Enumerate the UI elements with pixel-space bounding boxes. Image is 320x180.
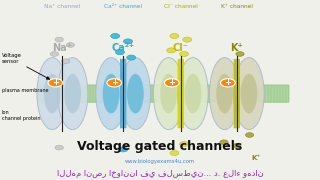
Text: www.biologyexams4u.com: www.biologyexams4u.com (125, 159, 195, 164)
Text: Ion
channel protein: Ion channel protein (2, 110, 40, 121)
Text: Cl⁻: Cl⁻ (173, 42, 189, 53)
Text: +: + (168, 78, 175, 87)
FancyBboxPatch shape (37, 85, 289, 102)
Text: K⁺: K⁺ (230, 42, 243, 53)
Text: K⁺ channel: K⁺ channel (221, 4, 253, 9)
Circle shape (111, 33, 120, 39)
Ellipse shape (103, 74, 119, 113)
Circle shape (124, 39, 132, 44)
Circle shape (245, 133, 254, 137)
Text: Voltage gated channels: Voltage gated channels (77, 140, 243, 153)
Circle shape (50, 52, 59, 56)
Ellipse shape (58, 58, 88, 130)
Ellipse shape (178, 58, 208, 130)
Text: Na⁺: Na⁺ (52, 42, 72, 53)
Circle shape (61, 59, 70, 64)
Circle shape (55, 37, 63, 42)
Text: +: + (224, 78, 231, 87)
Ellipse shape (154, 58, 184, 130)
Text: Ca²⁺ channel: Ca²⁺ channel (104, 4, 142, 9)
Circle shape (66, 43, 75, 47)
Text: +: + (111, 78, 118, 87)
Circle shape (116, 50, 124, 55)
Circle shape (107, 79, 122, 87)
Ellipse shape (96, 58, 126, 130)
Ellipse shape (234, 58, 264, 130)
FancyBboxPatch shape (234, 59, 240, 128)
Text: Voltage
sensor: Voltage sensor (2, 53, 50, 79)
Text: +: + (52, 78, 59, 87)
Ellipse shape (64, 74, 81, 113)
Text: Cl⁻ channel: Cl⁻ channel (164, 4, 198, 9)
Circle shape (233, 143, 241, 148)
Circle shape (183, 37, 192, 42)
Text: Na⁺ channel: Na⁺ channel (44, 4, 81, 9)
Circle shape (180, 51, 188, 57)
Circle shape (220, 140, 228, 145)
Text: Ca²⁺: Ca²⁺ (112, 42, 135, 53)
Circle shape (48, 79, 63, 87)
Circle shape (127, 55, 136, 60)
Ellipse shape (44, 74, 60, 113)
FancyBboxPatch shape (178, 59, 184, 128)
Circle shape (180, 141, 188, 147)
Ellipse shape (120, 58, 150, 130)
Circle shape (164, 79, 179, 87)
Ellipse shape (210, 58, 240, 130)
Circle shape (220, 79, 235, 87)
Ellipse shape (241, 74, 257, 113)
Circle shape (236, 52, 244, 56)
Text: plasma membrane: plasma membrane (2, 87, 48, 93)
Ellipse shape (127, 74, 144, 113)
Circle shape (170, 150, 179, 156)
Circle shape (55, 145, 63, 150)
Circle shape (167, 48, 176, 53)
Ellipse shape (160, 74, 177, 113)
Text: اللهم انصر اخواننا في فلسطين... د. علاء وهدان: اللهم انصر اخواننا في فلسطين... د. علاء … (57, 169, 263, 178)
Ellipse shape (216, 74, 233, 113)
Circle shape (170, 33, 179, 39)
Ellipse shape (185, 74, 201, 113)
Circle shape (119, 147, 128, 152)
Text: K⁺: K⁺ (252, 155, 260, 161)
FancyBboxPatch shape (120, 59, 126, 128)
Ellipse shape (37, 58, 68, 130)
